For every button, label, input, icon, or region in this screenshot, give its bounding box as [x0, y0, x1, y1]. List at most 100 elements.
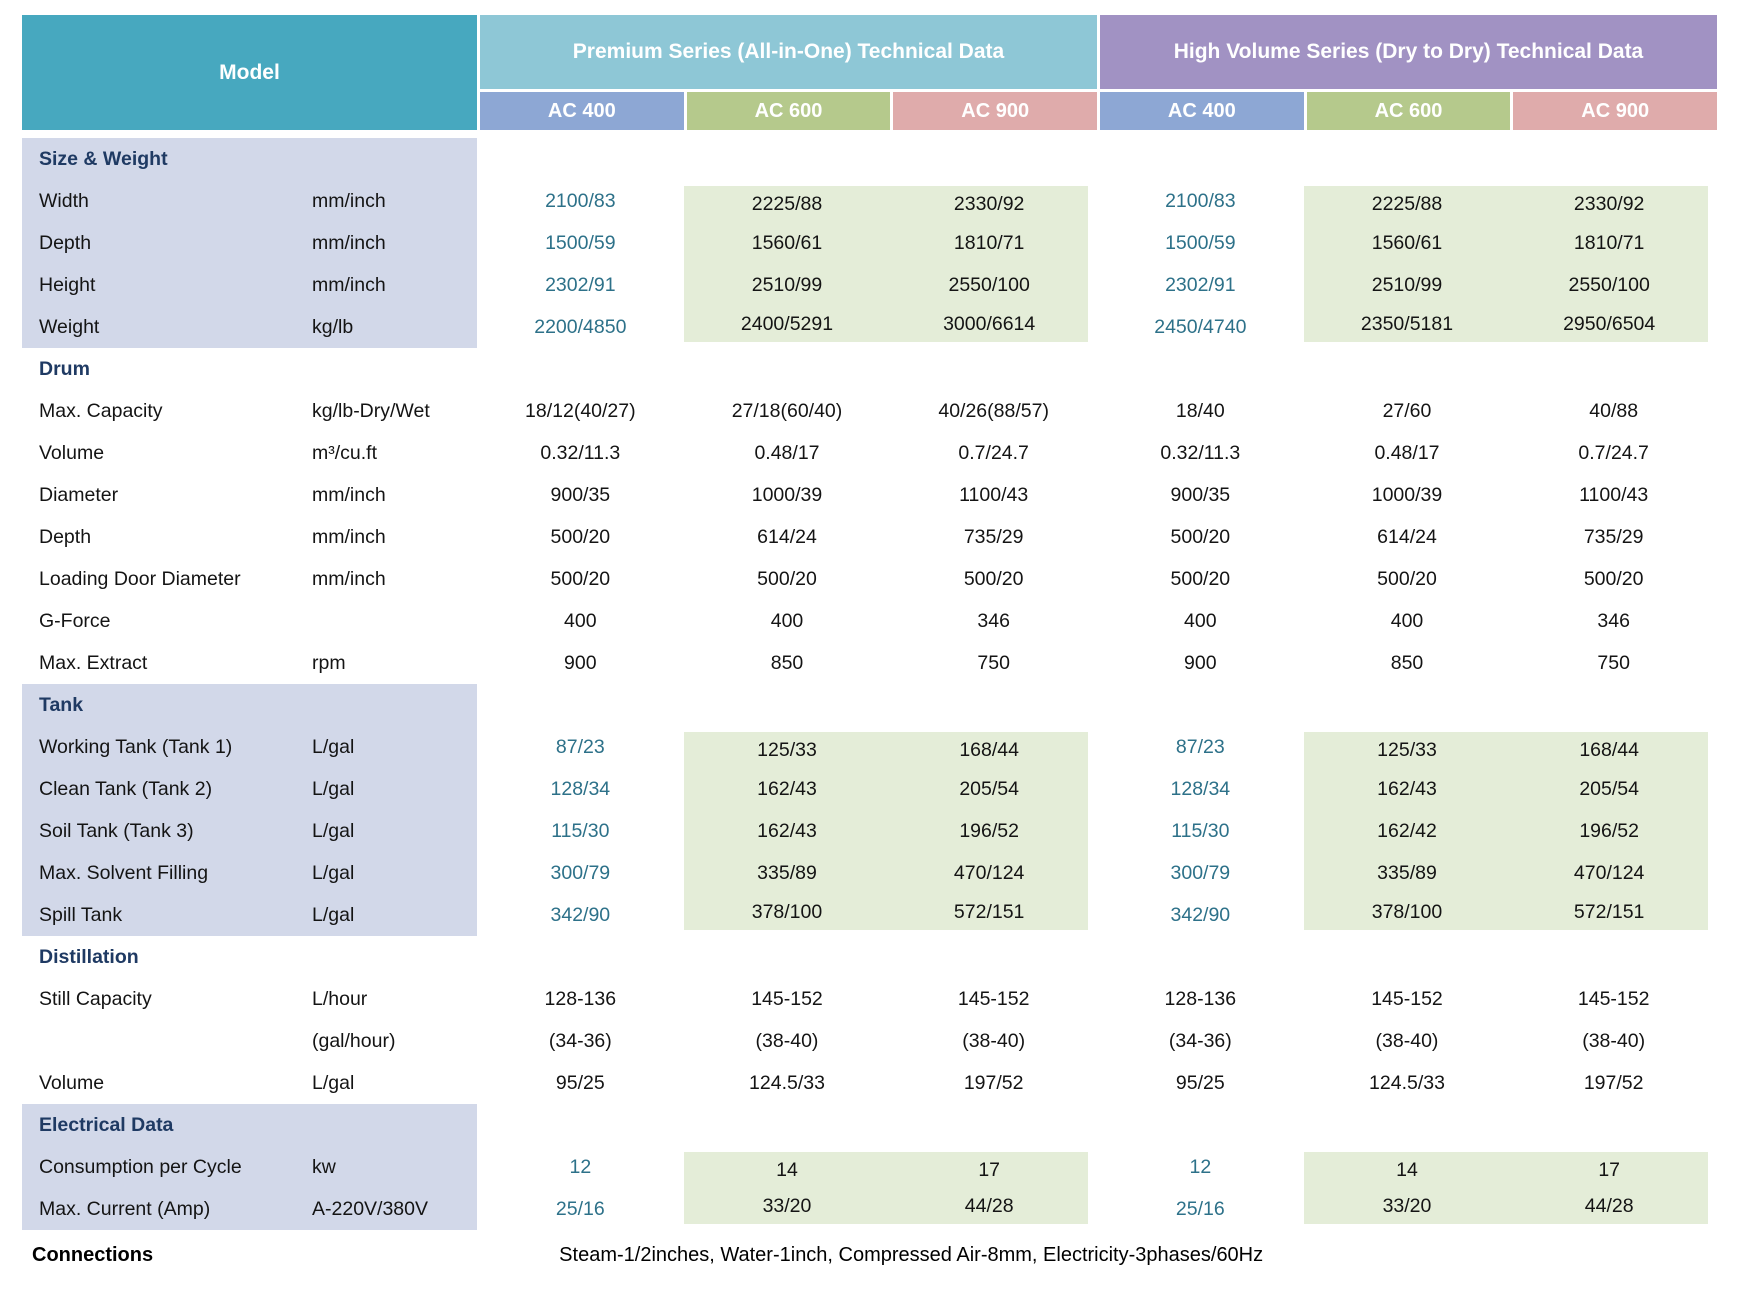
value-cell: 470/124	[1510, 852, 1717, 894]
row-unit: kw	[312, 1146, 477, 1188]
table-row-consumption-per-cycle: Consumption per Cycle kw 12 14 17 12 14 17	[22, 1146, 1717, 1188]
table-row-loading-door-diameter: Loading Door Diameter mm/inch 500/20 500/20…	[22, 558, 1717, 600]
value-cell: 2100/83	[1165, 189, 1236, 212]
value-cell: 128-136	[544, 987, 617, 1010]
value-cell: 95/25	[555, 1071, 605, 1094]
row-label: Max. Current (Amp)	[22, 1188, 312, 1230]
table-row-width: Width mm/inch 2100/83 2225/88 2330/92 2100/83…	[22, 180, 1717, 222]
value-cell: 500/20	[757, 567, 817, 590]
row-label: Volume	[39, 1071, 105, 1094]
value-cell: 128/34	[1170, 777, 1231, 800]
value-cell: 2330/92	[1510, 180, 1717, 222]
column-header-ac-600-high-volume: AC 600	[1306, 92, 1511, 130]
column-header-ac-400-premium: AC 400	[480, 92, 684, 130]
value-cell: 1810/71	[890, 222, 1097, 264]
value-cell: 128/34	[550, 777, 611, 800]
value-cell: 95/25	[1175, 1071, 1225, 1094]
value-cell: 197/52	[963, 1071, 1024, 1094]
premium-series-header: Premium Series (All-in-One) Technical Da…	[480, 15, 1097, 89]
value-cell: 0.7/24.7	[958, 441, 1029, 464]
value-cell: 162/42	[1303, 810, 1511, 852]
value-cell: 1560/61	[683, 222, 891, 264]
value-cell: 346	[977, 609, 1010, 632]
table-row-depth: Depth mm/inch 1500/59 1560/61 1810/71 1500/59…	[22, 222, 1717, 264]
value-cell: 500/20	[1170, 567, 1231, 590]
table-row-max-capacity: Max. Capacity kg/lb-Dry/Wet 18/12(40/27) 27…	[22, 390, 1717, 432]
row-unit: kg/lb-Dry/Wet	[312, 399, 430, 422]
row-unit: L/hour	[312, 987, 368, 1010]
column-header-ac-900-high-volume: AC 900	[1513, 92, 1717, 130]
value-cell: 44/28	[890, 1188, 1097, 1230]
row-unit: mm/inch	[312, 525, 386, 548]
value-cell: (38-40)	[962, 1029, 1026, 1052]
value-cell: 162/43	[1303, 768, 1511, 810]
value-cell: 0.48/17	[1374, 441, 1440, 464]
column-header-ac-900-premium: AC 900	[893, 92, 1097, 130]
section-title-distillation: Distillation	[39, 945, 139, 968]
value-cell: 1100/43	[959, 483, 1029, 506]
row-unit: mm/inch	[312, 222, 477, 264]
section-row-tank: Tank	[22, 684, 1717, 726]
section-title-electrical-data: Electrical Data	[22, 1104, 477, 1146]
section-row-distillation: Distillation	[22, 936, 1717, 978]
value-cell: 1500/59	[1165, 231, 1236, 254]
value-cell: 87/23	[555, 735, 605, 758]
value-cell: 400	[770, 609, 804, 632]
value-cell: 205/54	[890, 768, 1097, 810]
value-cell: 0.48/17	[754, 441, 820, 464]
table-row-spill-tank: Spill Tank L/gal 342/90 378/100 572/151 342/9…	[22, 894, 1717, 936]
value-cell: 125/33	[683, 726, 891, 768]
value-cell: 40/88	[1589, 399, 1639, 422]
value-cell: 300/79	[550, 861, 611, 884]
value-cell: 2510/99	[683, 264, 891, 306]
value-cell: 2100/83	[545, 189, 616, 212]
row-unit: mm/inch	[312, 180, 477, 222]
row-unit: L/gal	[312, 726, 477, 768]
table-body: Size & Weight Width mm/inch 2100/83 2225/88 2…	[22, 138, 1717, 1230]
value-cell: 145-152	[1577, 987, 1650, 1010]
table-row-depth: Depth mm/inch 500/20 614/24 735/29 500/20 614/…	[22, 516, 1717, 558]
value-cell: 300/79	[1170, 861, 1231, 884]
value-cell: 346	[1597, 609, 1630, 632]
table-row-volume: Volume m³/cu.ft 0.32/11.3 0.48/17 0.7/24.7 0.…	[22, 432, 1717, 474]
table-row-g-force: G-Force 400 400 346 400 400 346	[22, 600, 1717, 642]
row-label: Max. Extract	[39, 651, 148, 674]
row-unit: mm/inch	[312, 567, 386, 590]
table-row-max-solvent-filling: Max. Solvent Filling L/gal 300/79 335/89 470…	[22, 852, 1717, 894]
value-cell: (34-36)	[548, 1029, 612, 1052]
row-unit: m³/cu.ft	[312, 441, 378, 464]
value-cell: 342/90	[1170, 903, 1231, 926]
value-cell: 196/52	[890, 810, 1097, 852]
row-unit: L/gal	[312, 1071, 355, 1094]
value-cell: 500/20	[550, 567, 611, 590]
column-header-ac-400-high-volume: AC 400	[1100, 92, 1304, 130]
value-cell: 87/23	[1175, 735, 1225, 758]
value-cell: 124.5/33	[1369, 1071, 1445, 1094]
value-cell: 162/43	[683, 810, 891, 852]
value-cell: 12	[569, 1155, 592, 1178]
value-cell: 17	[1510, 1146, 1717, 1188]
value-cell: 2550/100	[890, 264, 1097, 306]
value-cell: 735/29	[963, 525, 1024, 548]
value-cell: 162/43	[683, 768, 891, 810]
value-cell: 168/44	[890, 726, 1097, 768]
value-cell: 400	[1184, 609, 1217, 632]
value-cell: 335/89	[683, 852, 891, 894]
value-cell: 14	[683, 1146, 891, 1188]
table-row-weight: Weight kg/lb 2200/4850 2400/5291 3000/6614 24…	[22, 306, 1717, 348]
value-cell: 168/44	[1510, 726, 1717, 768]
value-cell: (34-36)	[1168, 1029, 1232, 1052]
row-label: Width	[22, 180, 312, 222]
row-unit: L/gal	[312, 768, 477, 810]
value-cell: 18/40	[1175, 399, 1225, 422]
value-cell: 18/12(40/27)	[525, 399, 636, 422]
connections-value: Steam-1/2inches, Water-1inch, Compressed…	[559, 1243, 1264, 1266]
table-row-max-extract: Max. Extract rpm 900 850 750 900 850 750	[22, 642, 1717, 684]
value-cell: 750	[977, 651, 1010, 674]
table-row-max-current-amp: Max. Current (Amp) A-220V/380V 25/16 33/20 4…	[22, 1188, 1717, 1230]
table-row-height: Height mm/inch 2302/91 2510/99 2550/100 2302/…	[22, 264, 1717, 306]
table-row-gal-hour: (gal/hour) (34-36) (38-40) (38-40) (34-36) (3…	[22, 1020, 1717, 1062]
row-label: Clean Tank (Tank 2)	[22, 768, 312, 810]
value-cell: 2450/4740	[1154, 315, 1247, 338]
row-label: Soil Tank (Tank 3)	[22, 810, 312, 852]
